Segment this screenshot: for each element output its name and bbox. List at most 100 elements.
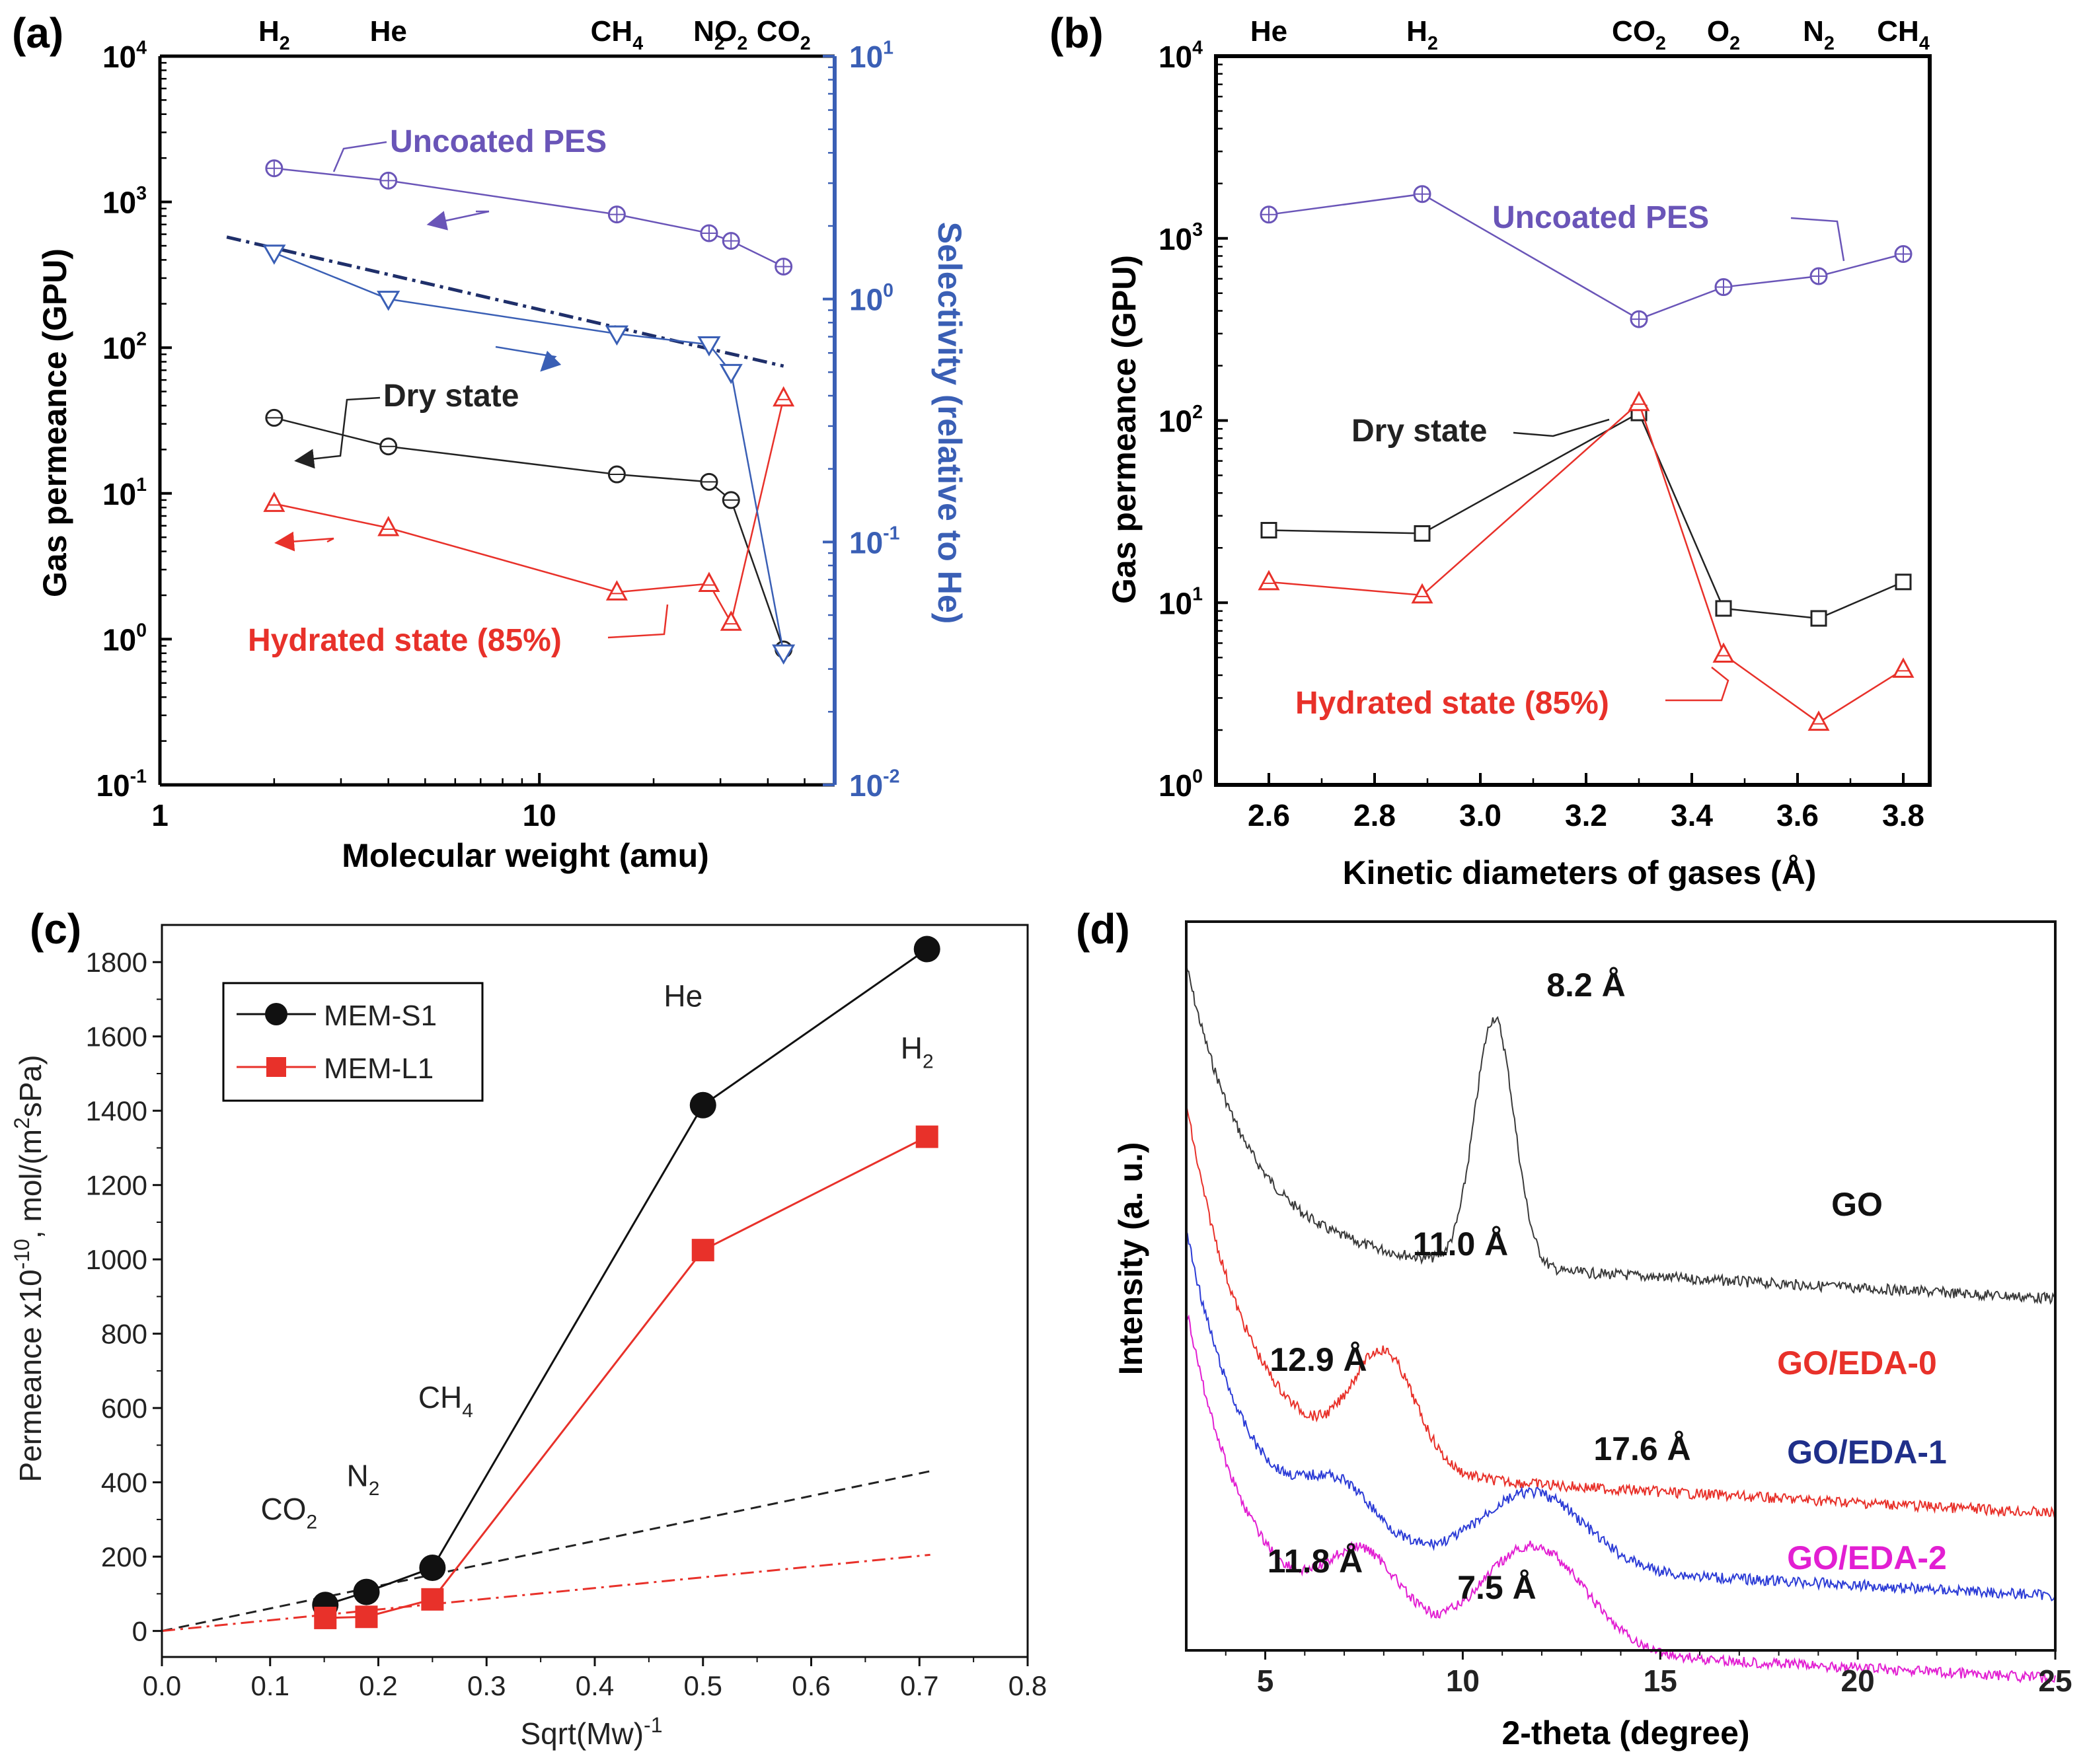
a-yrtick-label-0-exp: -2 (883, 766, 899, 787)
panel-a-annot-uncoated: Uncoated PES (390, 124, 607, 159)
c-ytick-label-0: 0 (132, 1616, 147, 1647)
a-top-label-0-base: H (258, 15, 280, 48)
a-top-label-4: O2 (714, 15, 747, 54)
a-ytick-label-0: 10-1 (96, 766, 147, 803)
c-point-label-4-sub: 2 (923, 1050, 934, 1072)
panel-d-letter: (d) (1076, 905, 1130, 953)
b-top-label-5-sub: 4 (1919, 33, 1930, 54)
b-top-label-2-sub: 2 (1655, 33, 1666, 54)
a-ytick-label-0-base: 10 (96, 768, 130, 803)
c-xtick-label-0: 0.0 (143, 1670, 181, 1701)
c-point-label-1: N2 (347, 1458, 380, 1500)
b-ytick-label-0: 100 (1158, 766, 1203, 803)
b-point-2-2 (1628, 390, 1650, 412)
b-ytick-label-1: 101 (1158, 584, 1203, 621)
b-point-1-3 (1715, 600, 1732, 617)
b-point-2-4 (1807, 710, 1830, 731)
panel-a-annot-dry: Dry state (383, 379, 519, 414)
b-ytick-label-4-base: 10 (1158, 40, 1192, 74)
b-ytick-label-3: 103 (1158, 219, 1203, 256)
d-series-line-1 (1186, 1104, 2056, 1519)
a-point-2-2 (605, 580, 628, 601)
a-ytick-label-3: 102 (102, 329, 147, 366)
a-series-line-2 (274, 398, 784, 625)
b-top-label-0: He (1250, 15, 1287, 48)
d-peak-label-3-1: 7.5 Å (1457, 1569, 1537, 1606)
b-ytick-label-3-exp: 3 (1192, 219, 1203, 240)
b-point-1-5 (1895, 573, 1912, 591)
panel-c-xlabel: Sqrt(Mw)-1 (521, 1713, 663, 1751)
b-ytick-label-2-exp: 2 (1192, 402, 1203, 423)
a-point-3-3 (697, 336, 721, 357)
a-ytick-label-3-exp: 2 (136, 329, 147, 350)
b-point-2-1 (1411, 583, 1433, 604)
panel-b-xlabel: Kinetic diameters of gases (Å) (1343, 854, 1817, 891)
a-top-label-3-base: N (693, 15, 714, 48)
c-point-1-0 (314, 1606, 337, 1629)
legend-label-mem-s1: MEM-S1 (324, 1000, 437, 1032)
a-top-label-4-sub: 2 (737, 33, 747, 54)
d-peak-label-1-0: 11.0 Å (1413, 1226, 1509, 1263)
b-top-label-1-base: H (1406, 15, 1427, 48)
d-xtick-label-3: 20 (1841, 1664, 1875, 1698)
a-point-2-5 (773, 386, 795, 407)
panel-a-ylabel-right: Selectivity (relative to He) (931, 222, 968, 624)
a-ytick-label-5: 104 (102, 37, 147, 74)
b-ytick-label-1-exp: 1 (1192, 584, 1203, 605)
panel-c-ylabel-c: sPa) (13, 1055, 48, 1118)
b-series-line-1 (1268, 412, 1904, 620)
a-top-label-1-base: He (370, 15, 407, 48)
b-top-label-4-base: N (1803, 15, 1824, 48)
a-point-2-4 (720, 610, 742, 631)
c-ytick-label-2: 400 (101, 1467, 147, 1498)
a-yrtick-label-3: 101 (849, 37, 893, 74)
d-xtick-label-0: 5 (1257, 1664, 1274, 1698)
c-point-0-3 (689, 1091, 716, 1119)
panel-c-ylabel-exp2: 2 (10, 1117, 34, 1129)
c-point-label-3: He (664, 979, 702, 1013)
panel-c-ylabel: Permeance x10-10, mol/(m2sPa) (10, 1055, 48, 1483)
a-yrtick-label-2-base: 10 (849, 283, 883, 317)
b-top-label-1-sub: 2 (1427, 33, 1438, 54)
a-ytick-label-1: 100 (102, 620, 147, 657)
c-ytick-label-9: 1800 (86, 947, 147, 978)
c-xtick-label-5: 0.5 (684, 1670, 722, 1701)
a-top-label-5-sub: 2 (800, 33, 811, 54)
a-yrtick-label-1-exp: -1 (883, 523, 899, 544)
b-xtick-label-5: 3.6 (1776, 798, 1819, 832)
c-ytick-label-5: 1000 (86, 1244, 147, 1275)
d-peak-label-2-0: 12.9 Å (1270, 1341, 1367, 1378)
a-yrtick-label-1: 10-1 (849, 523, 900, 560)
panel-d: (d) 5 10 15 20 25 GO GO/EDA-0 GO/EDA-1 GO/EDA-2… (1076, 905, 2072, 1751)
panel-c-ylabel-a: Permeance x10 (13, 1269, 48, 1482)
c-point-label-2: CH4 (418, 1380, 473, 1422)
a-top-label-5-base: CO (757, 15, 800, 48)
panel-d-xlabel: 2-theta (degree) (1501, 1714, 1749, 1751)
c-point-label-1-sub: 2 (369, 1478, 380, 1500)
c-point-label-4-base: H (901, 1031, 923, 1065)
a-point-2-3 (698, 571, 720, 593)
b-xtick-label-4: 3.4 (1671, 798, 1713, 832)
b-series-line-2 (1268, 401, 1904, 724)
panel-d-ylabel: Intensity (a. u.) (1112, 1142, 1149, 1376)
a-ytick-label-5-base: 10 (102, 40, 136, 74)
a-point-3-5 (772, 644, 796, 665)
panel-c-legend: MEM-S1 MEM-L1 (222, 982, 484, 1102)
c-series-line-1 (325, 1136, 928, 1619)
b-top-label-3-sub: 2 (1729, 33, 1740, 54)
a-ytick-label-0-exp: -1 (130, 766, 147, 787)
a-xtick-label-0: 1 (151, 798, 169, 832)
panel-a-annot-hydrated: Hydrated state (85%) (248, 623, 562, 658)
b-frame (1214, 54, 1932, 787)
d-series-name-1: GO/EDA-0 (1777, 1344, 1937, 1381)
d-peak-label-2-1: 17.6 Å (1593, 1430, 1690, 1467)
c-ytick-label-7: 1400 (86, 1095, 147, 1126)
b-xtick-label-6: 3.8 (1882, 798, 1924, 832)
a-ytick-label-3-base: 10 (102, 331, 136, 365)
legend-box (222, 982, 484, 1102)
d-xtick-label-2: 15 (1644, 1664, 1677, 1698)
panel-a-xlabel: Molecular weight (amu) (342, 837, 709, 874)
c-point-label-2-base: CH (418, 1380, 462, 1415)
